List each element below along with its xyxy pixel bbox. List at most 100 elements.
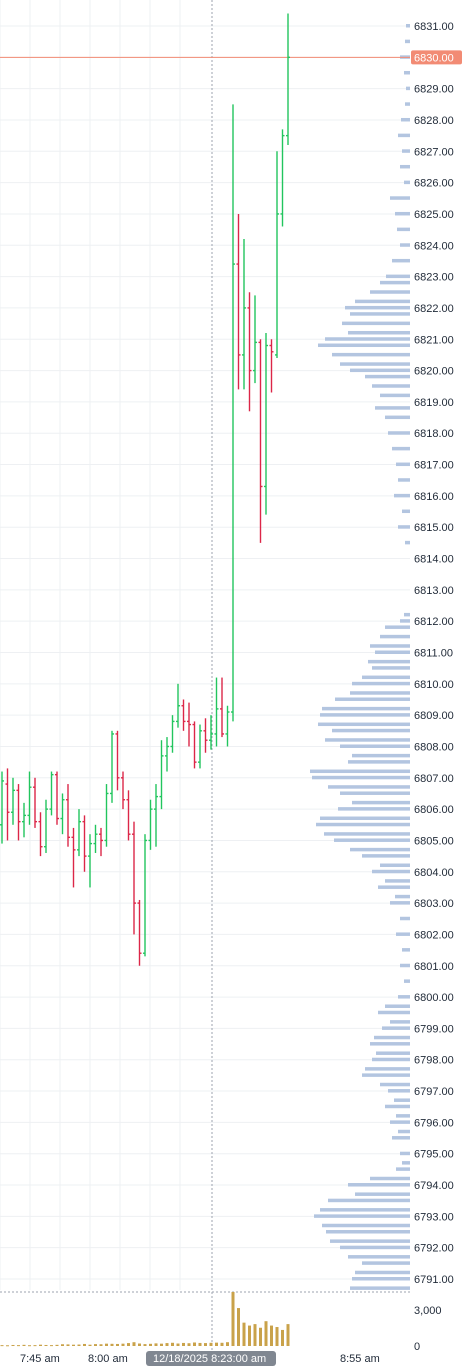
ohlc-bar [27,771,32,825]
price-tick-label: 6820.00 [414,366,454,378]
volume-profile-row [392,446,410,451]
volume-profile-row [376,1051,410,1055]
ohlc-bar [286,13,290,146]
volume-profile-row [365,374,410,379]
volume-bars [0,1292,290,1347]
volume-bar [138,1343,141,1346]
time-tick-label: 8:55 am [340,1353,380,1365]
volume-bar [270,1325,273,1346]
volume-profile-row [390,196,410,200]
volume-profile-row [400,916,410,921]
volume-bar [209,1342,213,1346]
volume-profile-row [402,1161,410,1165]
ohlc-bar [99,827,103,857]
volume-bar [6,1345,9,1347]
volume-profile-row [355,1192,410,1196]
volume-profile-row [404,180,410,185]
price-tick-label: 6827.00 [414,146,454,158]
volume-profile-row [374,1035,410,1040]
volume-profile-row [400,243,410,247]
volume-profile-row [380,634,410,639]
volume-profile-row [375,406,410,410]
price-tick-label: 6817.00 [414,460,454,472]
volume-profile-row [322,1223,410,1228]
time-axis[interactable]: 7:45 am 8:00 am 8:55 am 12/18/2025 8:23:… [20,1351,380,1366]
volume-profile-row [375,650,410,654]
volume-profile-row [398,525,410,529]
volume-profile-row [368,659,410,664]
ohlc-bar [231,104,235,722]
ohlc-bar [60,793,65,835]
ohlc-bar [88,834,92,888]
grid-lines [0,0,410,1290]
price-tick-label: 6791.00 [414,1274,454,1286]
volume-bar [17,1345,20,1347]
volume-profile-row [338,807,410,811]
volume-profile-row [345,305,410,310]
ohlc-bar [203,718,208,753]
volume-profile-row [370,644,410,648]
price-tick-label: 6831.00 [414,21,454,33]
volume-bar [264,1321,268,1346]
volume-bar [83,1343,86,1346]
volume-profile-row [396,1114,410,1118]
price-tick-label: 6800.00 [414,992,454,1004]
ohlc-bar [159,740,164,810]
volume-profile-row [352,800,410,805]
volume-bar [132,1342,136,1346]
price-tick-label: 6822.00 [414,303,454,315]
ohlc-bar [225,705,230,747]
volume-profile-row [355,1270,410,1275]
volume-bar [28,1345,31,1347]
time-tick-label: 8:00 am [88,1353,128,1365]
ohlc-bar [148,799,153,850]
ohlc-bar [66,784,70,847]
volume-profile-row [400,164,410,169]
ohlc-bar [198,724,202,769]
volume-bar [215,1342,218,1346]
volume-bar [226,1342,229,1346]
volume-profile-row [398,478,410,482]
volume-profile-row [330,1239,410,1243]
volume-profile-row [390,1120,410,1124]
ohlc-bar [253,295,257,384]
volume-bar [259,1327,262,1346]
volume-profile-row [406,86,410,91]
price-tick-label: 6806.00 [414,804,454,816]
volume-profile-row [362,1073,410,1077]
volume-profile-row [332,352,410,357]
volume-bar [44,1344,48,1346]
volume-profile-row [310,769,410,774]
volume-bar [275,1327,279,1346]
volume-profile-row [312,775,410,780]
ohlc-bar [0,771,4,844]
volume-profile-row [355,299,410,304]
ohlc-bar [49,771,54,816]
volume-profile-row [396,932,410,936]
ohlc-bars [0,13,290,966]
volume-bar [220,1342,224,1346]
volume-bar [55,1344,59,1346]
volume-profile-row [370,290,410,294]
price-tick-label: 6825.00 [414,209,454,221]
volume-axis: 3,000 0 [414,1305,442,1353]
volume-profile-row [350,847,410,852]
price-tick-label: 6798.00 [414,1055,454,1067]
volume-profile-row [395,894,410,899]
volume-bar [154,1343,158,1346]
volume-profile-row [401,117,410,122]
ohlc-bar [187,702,191,747]
ohlc-bar [214,677,219,747]
volume-bar [22,1344,26,1346]
volume-profile-row [370,1176,410,1181]
volume-profile-row [372,1057,410,1062]
price-tick-label: 6818.00 [414,428,454,440]
price-axis[interactable]: 6831.00 6830.00 6829.00 6828.00 6827.00 6826.… [414,21,454,1286]
ohlc-bar [22,802,26,838]
price-tick-label: 6794.00 [414,1180,454,1192]
price-tick-label: 6815.00 [414,522,454,534]
ohlc-bar [16,784,21,841]
volume-profile-row [402,149,410,153]
volume-profile-row [406,24,410,28]
